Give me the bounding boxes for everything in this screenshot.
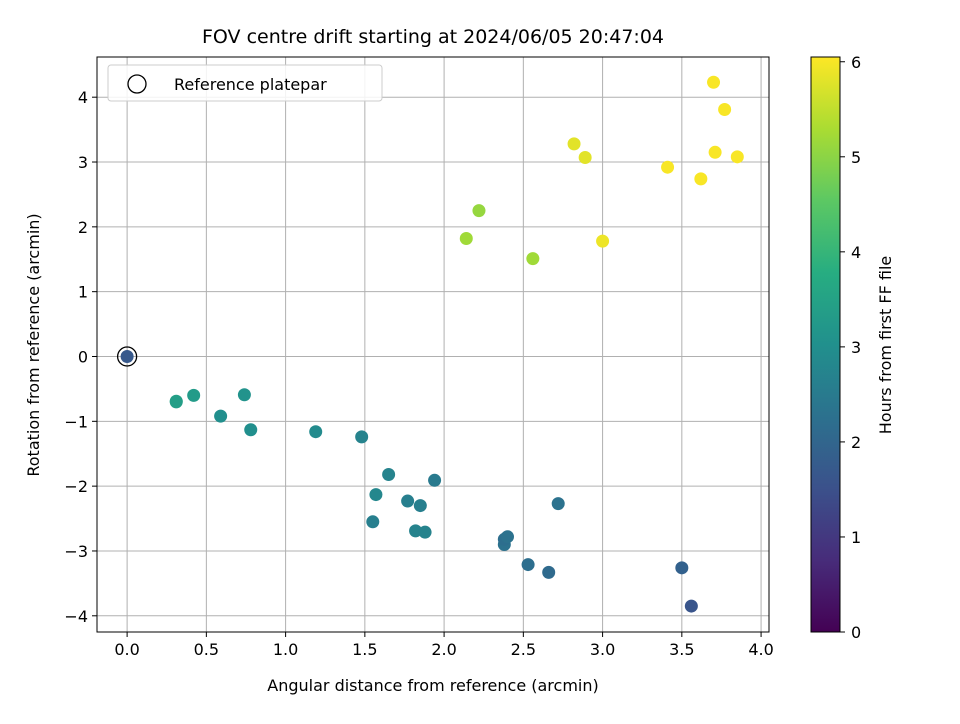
x-tick-label: 2.5 — [511, 640, 536, 659]
chart-title: FOV centre drift starting at 2024/06/05 … — [202, 26, 664, 48]
data-points — [116, 75, 744, 613]
data-point — [675, 561, 689, 575]
data-point — [684, 599, 698, 613]
reference-marker — [116, 346, 138, 367]
grid-lines — [97, 57, 769, 632]
plot-frame — [96, 56, 770, 633]
x-tick-label: 1.5 — [352, 640, 377, 659]
y-axis-ticks: −4 −3 −2 −1 0 1 2 3 4 — [64, 88, 97, 626]
data-point — [661, 160, 675, 174]
colorbar-frame — [810, 56, 841, 633]
colorbar: 0 1 2 3 4 5 6 Hours from first FF file — [810, 53, 895, 642]
y-tick-label: −3 — [64, 542, 88, 561]
data-point — [542, 565, 556, 579]
data-point — [366, 515, 380, 529]
x-tick-label: 0.5 — [194, 640, 219, 659]
data-point — [578, 150, 592, 164]
y-tick-label: −1 — [64, 412, 88, 431]
colorbar-tick-label: 3 — [851, 338, 861, 357]
data-point — [244, 423, 258, 437]
data-point — [169, 395, 183, 409]
y-tick-label: 2 — [78, 218, 88, 237]
legend: Reference platepar — [107, 64, 383, 102]
data-point — [120, 349, 134, 363]
colorbar-tick-label: 2 — [851, 433, 861, 452]
data-point — [718, 103, 732, 117]
data-point — [428, 473, 442, 487]
data-point — [309, 425, 323, 439]
x-axis-ticks: 0.0 0.5 1.0 1.5 2.0 2.5 3.0 3.5 4.0 — [114, 632, 774, 659]
data-point — [707, 75, 721, 89]
data-point — [694, 172, 708, 186]
legend-label: Reference platepar — [174, 75, 327, 94]
y-tick-label: 4 — [78, 88, 88, 107]
colorbar-tick-label: 0 — [851, 623, 861, 642]
x-tick-label: 3.5 — [669, 640, 694, 659]
data-point — [187, 388, 201, 402]
data-point — [500, 530, 514, 544]
data-point — [730, 150, 744, 164]
y-tick-label: 0 — [78, 347, 88, 366]
y-tick-label: −2 — [64, 477, 88, 496]
data-point — [214, 409, 228, 423]
data-point — [409, 524, 423, 538]
data-point — [521, 558, 535, 572]
x-tick-label: 4.0 — [748, 640, 773, 659]
data-point — [237, 388, 251, 402]
data-point — [413, 499, 427, 513]
colorbar-tick-label: 5 — [851, 148, 861, 167]
x-axis-label: Angular distance from reference (arcmin) — [267, 676, 598, 695]
data-point — [596, 234, 610, 248]
data-point — [401, 494, 415, 508]
data-point — [382, 467, 396, 481]
data-point — [708, 145, 722, 159]
colorbar-tick-label: 6 — [851, 53, 861, 72]
colorbar-tick-label: 1 — [851, 528, 861, 547]
y-tick-label: −4 — [64, 607, 88, 626]
data-point — [418, 525, 432, 539]
x-tick-label: 3.0 — [590, 640, 615, 659]
y-tick-label: 1 — [78, 283, 88, 302]
x-tick-label: 2.0 — [431, 640, 456, 659]
data-point — [459, 232, 473, 246]
y-axis-label: Rotation from reference (arcmin) — [24, 213, 43, 476]
data-point — [567, 137, 581, 151]
data-point — [355, 430, 369, 444]
data-point — [526, 252, 540, 266]
colorbar-gradient — [811, 57, 840, 632]
data-point — [369, 488, 383, 502]
data-point — [472, 204, 486, 218]
colorbar-label: Hours from first FF file — [876, 256, 895, 435]
colorbar-tick-label: 4 — [851, 243, 861, 262]
data-point — [551, 497, 565, 511]
y-tick-label: 3 — [78, 153, 88, 172]
legend-box — [107, 64, 383, 102]
colorbar-ticks: 0 1 2 3 4 5 6 — [840, 53, 861, 642]
x-tick-label: 1.0 — [273, 640, 298, 659]
x-tick-label: 0.0 — [114, 640, 139, 659]
legend-marker — [127, 74, 147, 94]
